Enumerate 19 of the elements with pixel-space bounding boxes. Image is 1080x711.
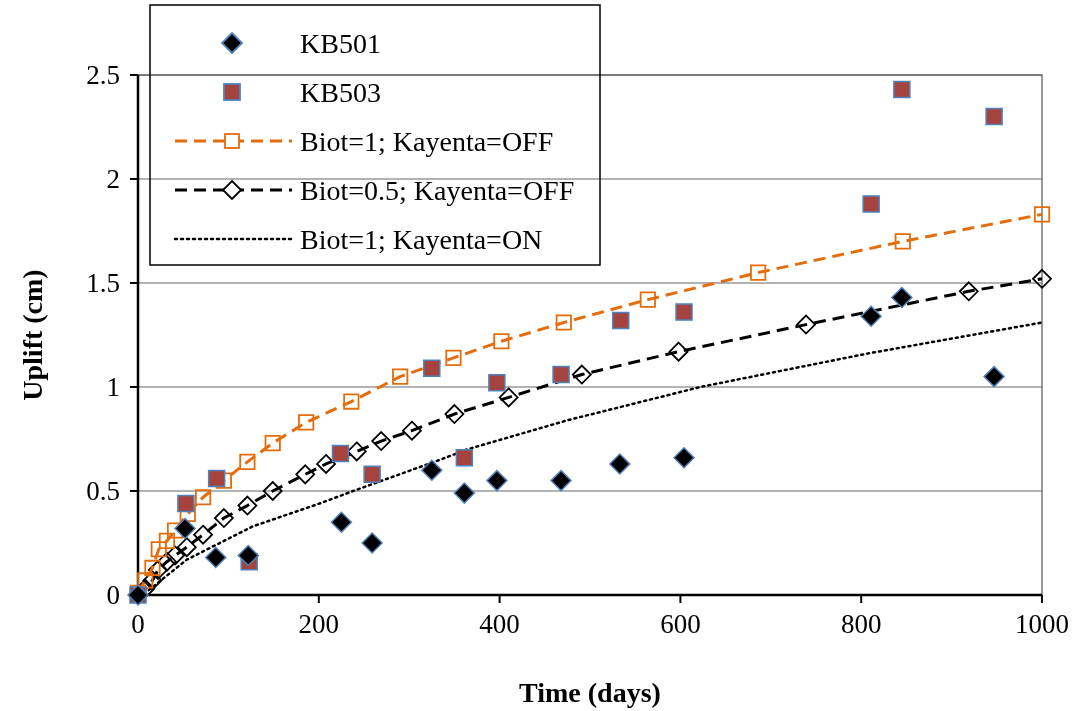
legend-label: Biot=0.5; Kayenta=OFF	[300, 175, 575, 206]
y-tick-label: 2.5	[86, 60, 120, 90]
x-tick-label: 1000	[1015, 609, 1069, 639]
legend-label: Biot=1; Kayenta=OFF	[300, 126, 554, 157]
x-tick-label: 400	[479, 609, 520, 639]
legend-label: KB501	[300, 28, 381, 59]
x-tick-label: 600	[660, 609, 701, 639]
legend-label: KB503	[300, 77, 381, 108]
x-tick-label: 200	[298, 609, 340, 639]
x-tick-label: 800	[840, 609, 882, 639]
y-tick-label: 2	[106, 164, 120, 194]
y-tick-label: 1	[106, 372, 120, 402]
x-tick-label: 0	[131, 609, 145, 639]
x-axis-title: Time (days)	[519, 677, 661, 708]
y-axis-title: Uplift (cm)	[17, 269, 48, 401]
y-tick-label: 0	[106, 580, 120, 610]
y-tick-label: 0.5	[86, 476, 120, 506]
y-tick-label: 1.5	[86, 268, 120, 298]
legend-label: Biot=1; Kayenta=ON	[300, 224, 543, 255]
